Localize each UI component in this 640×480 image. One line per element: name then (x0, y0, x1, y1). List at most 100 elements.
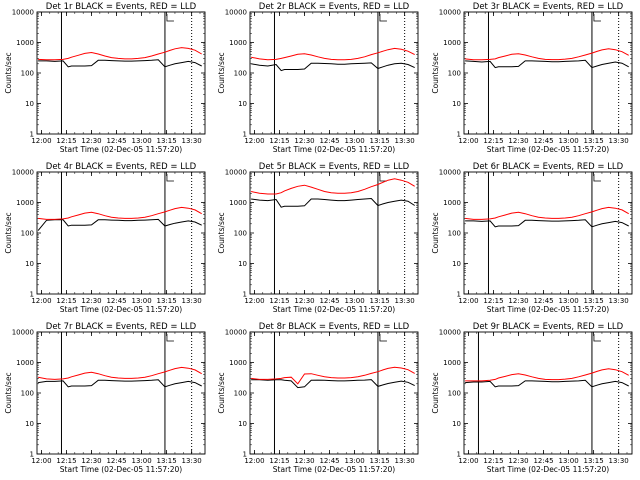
y-tick-label: 10 (25, 420, 34, 428)
y-tick-label: 10 (238, 100, 247, 108)
y-tick-label: 10 (452, 260, 461, 268)
plot-frame (463, 331, 633, 455)
segment-bracket (593, 334, 601, 342)
x-tick-label: 12:45 (106, 297, 126, 305)
plot-frame (463, 11, 633, 135)
x-tick-label: 12:45 (319, 297, 339, 305)
x-tick-label: 13:00 (131, 457, 151, 465)
x-tick-label: 13:00 (558, 457, 578, 465)
chart-title: Det 7r BLACK = Events, RED = LLD (46, 322, 197, 332)
y-tick-label: 10 (238, 420, 247, 428)
y-tick-label: 1000 (16, 199, 34, 207)
x-tick-label: 12:30 (508, 297, 528, 305)
y-tick-label: 1000 (443, 359, 461, 367)
x-axis-label: Start Time (02-Dec-05 11:57:20) (273, 145, 395, 154)
x-tick-label: 12:30 (508, 137, 528, 145)
x-tick-label: 13:30 (182, 457, 202, 465)
y-axis-label: Counts/sec (431, 212, 440, 253)
x-axis-label: Start Time (02-Dec-05 11:57:20) (273, 465, 395, 474)
chart-svg: Det 8r BLACK = Events, RED = LLD 1 10 100 10… (217, 322, 419, 474)
chart-title: Det 1r BLACK = Events, RED = LLD (46, 2, 197, 12)
detector-panel: Det 1r BLACK = Events, RED = LLD 1 10 100 10… (0, 0, 213, 160)
detector-panel: Det 6r BLACK = Events, RED = LLD 1 10 100 10… (427, 160, 640, 320)
x-tick-label: 13:00 (344, 137, 364, 145)
chart-svg: Det 5r BLACK = Events, RED = LLD 1 10 100 10… (217, 162, 419, 314)
y-tick-label: 1 (30, 451, 34, 459)
x-tick-label: 12:30 (81, 297, 101, 305)
y-tick-label: 1 (243, 131, 247, 139)
y-axis-label: Counts/sec (431, 52, 440, 93)
series-line (251, 62, 415, 72)
x-tick-label: 13:30 (182, 297, 202, 305)
chart-svg: Det 9r BLACK = Events, RED = LLD 1 10 100 10… (431, 322, 633, 474)
y-axis-label: Counts/sec (4, 372, 13, 413)
y-tick-label: 100 (234, 390, 247, 398)
x-tick-label: 13:30 (182, 137, 202, 145)
detector-panel: Det 4r BLACK = Events, RED = LLD 1 10 100 10… (0, 160, 213, 320)
plot-frame (249, 11, 419, 135)
y-tick-label: 10 (25, 260, 34, 268)
y-tick-label: 100 (21, 70, 34, 78)
segment-bracket (379, 334, 387, 342)
segment-bracket (166, 14, 174, 22)
y-axis-label: Counts/sec (431, 372, 440, 413)
chart-title: Det 4r BLACK = Events, RED = LLD (46, 162, 197, 172)
x-tick-label: 12:15 (56, 457, 76, 465)
x-tick-label: 12:00 (244, 457, 264, 465)
series-line (251, 197, 415, 208)
y-tick-label: 10000 (12, 9, 34, 17)
x-tick-label: 12:15 (269, 457, 289, 465)
y-tick-label: 10 (452, 420, 461, 428)
y-tick-label: 1 (243, 451, 247, 459)
chart-svg: Det 4r BLACK = Events, RED = LLD 1 10 100 10… (4, 162, 206, 314)
y-tick-label: 10000 (439, 329, 461, 337)
series-line (37, 218, 202, 231)
x-tick-label: 12:00 (458, 457, 478, 465)
x-tick-label: 13:30 (609, 137, 629, 145)
x-tick-label: 13:15 (584, 137, 604, 145)
x-tick-label: 12:45 (319, 137, 339, 145)
y-tick-label: 100 (448, 230, 461, 238)
plot-frame (249, 171, 419, 295)
x-tick-label: 12:45 (533, 137, 553, 145)
x-tick-label: 13:00 (558, 137, 578, 145)
chart-svg: Det 7r BLACK = Events, RED = LLD 1 10 100 10… (4, 322, 206, 474)
chart-title: Det 2r BLACK = Events, RED = LLD (259, 2, 410, 12)
x-axis-label: Start Time (02-Dec-05 11:57:20) (273, 305, 395, 314)
series-line (38, 206, 202, 220)
y-tick-label: 100 (448, 390, 461, 398)
detector-panel: Det 5r BLACK = Events, RED = LLD 1 10 100 10… (213, 160, 426, 320)
x-tick-label: 13:30 (395, 297, 415, 305)
series-line (465, 59, 629, 69)
y-axis-label: Counts/sec (217, 372, 226, 413)
x-tick-label: 12:00 (244, 297, 264, 305)
y-tick-label: 10000 (439, 9, 461, 17)
series-line (38, 47, 202, 61)
x-tick-label: 13:30 (609, 457, 629, 465)
y-tick-label: 1 (457, 451, 461, 459)
x-tick-label: 13:15 (584, 297, 604, 305)
series-line (38, 59, 202, 68)
chart-title: Det 3r BLACK = Events, RED = LLD (473, 2, 624, 12)
x-axis-label: Start Time (02-Dec-05 11:57:20) (487, 305, 609, 314)
y-tick-label: 1 (243, 291, 247, 299)
chart-title: Det 6r BLACK = Events, RED = LLD (473, 162, 624, 172)
x-tick-label: 12:00 (244, 137, 264, 145)
series-line (465, 379, 629, 388)
x-axis-label: Start Time (02-Dec-05 11:57:20) (487, 465, 609, 474)
segment-bracket (166, 334, 174, 342)
x-tick-label: 12:45 (533, 457, 553, 465)
detector-panel: Det 8r BLACK = Events, RED = LLD 1 10 100 10… (213, 320, 426, 480)
y-axis-label: Counts/sec (4, 52, 13, 93)
y-tick-label: 10 (25, 100, 34, 108)
y-tick-label: 10000 (225, 169, 247, 177)
y-tick-label: 1 (30, 291, 34, 299)
series-line (465, 48, 629, 61)
detector-panel: Det 3r BLACK = Events, RED = LLD 1 10 100 10… (427, 0, 640, 160)
x-tick-label: 13:00 (558, 297, 578, 305)
y-tick-label: 10000 (225, 9, 247, 17)
x-tick-label: 12:45 (319, 457, 339, 465)
x-tick-label: 12:15 (269, 297, 289, 305)
y-tick-label: 1 (457, 291, 461, 299)
